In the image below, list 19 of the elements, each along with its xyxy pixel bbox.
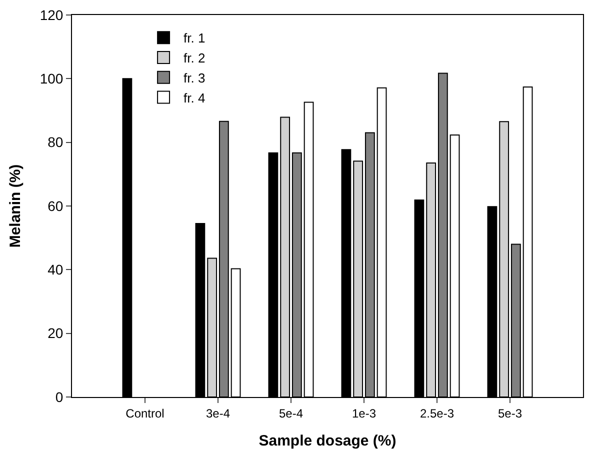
legend-label: fr. 3 xyxy=(184,70,206,86)
y-tick-label: 20 xyxy=(48,325,64,342)
y-tick-label: 60 xyxy=(48,198,64,214)
legend-label: fr. 2 xyxy=(184,50,206,66)
x-tick-label: 1e-3 xyxy=(352,406,376,420)
y-tick-label: 100 xyxy=(40,70,64,87)
y-tick-label: 120 xyxy=(40,6,64,23)
x-tick-label: Control xyxy=(126,406,164,420)
y-tick-label: 80 xyxy=(48,134,64,150)
y-tick-label: 40 xyxy=(48,262,64,278)
x-tick-label: 3e-4 xyxy=(206,406,230,420)
x-tick-label: 2.5e-3 xyxy=(420,406,454,420)
y-tick-label: 0 xyxy=(55,388,64,405)
legend-label: fr. 4 xyxy=(184,90,206,106)
y-axis-title: Melanin (%) xyxy=(7,164,24,248)
x-axis-title: Sample dosage (%) xyxy=(258,432,396,450)
x-tick-label: 5e-3 xyxy=(498,406,522,420)
legend-label: fr. 1 xyxy=(184,30,206,46)
x-tick-label: 5e-4 xyxy=(278,406,304,420)
